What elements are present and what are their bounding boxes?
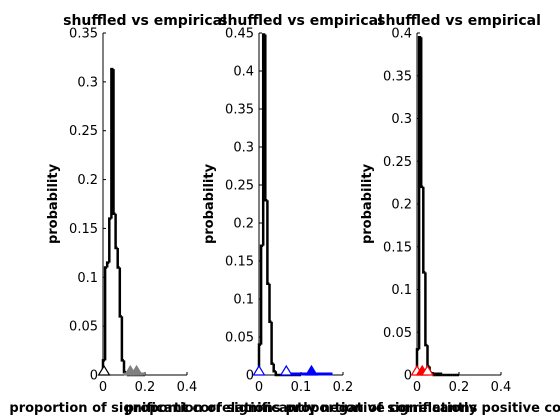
y-tick-label: 0.2: [233, 217, 254, 232]
y-tick-label: 0.05: [383, 326, 412, 341]
y-tick-label: 0.1: [391, 283, 412, 298]
histogram-bin: [103, 266, 108, 361]
y-tick-label: 0.35: [69, 27, 98, 42]
y-tick-label: 0.25: [69, 124, 98, 139]
y-tick-label: 0.25: [225, 179, 254, 194]
y-axis-label: probability: [46, 163, 61, 244]
x-axis-label: proportion of significant correlations: [9, 401, 280, 416]
histogram-bin: [268, 283, 272, 324]
x-axis-label: proportion of significantly negative cor…: [125, 401, 478, 416]
x-tick-label: 0.2: [333, 380, 354, 395]
histogram-bin: [105, 261, 110, 268]
chart-title: shuffled vs empirical: [63, 13, 227, 29]
triangle-marker: [252, 364, 266, 376]
histogram-bin: [122, 360, 127, 374]
y-tick-label: 0.15: [225, 255, 254, 270]
x-tick-label: 0.2: [449, 380, 470, 395]
y-tick-label: 0.2: [77, 173, 98, 188]
histogram-bin: [108, 217, 112, 263]
y-tick-label: 0.15: [69, 222, 98, 237]
chart-title: shuffled vs empirical: [219, 13, 383, 29]
x-axis-label: proportion of significantly positive cor…: [285, 401, 560, 416]
histogram-bin: [120, 316, 124, 362]
y-tick-label: 0.1: [233, 293, 254, 308]
y-tick-label: 0.25: [383, 155, 412, 170]
x-tick-label: 0: [255, 380, 263, 395]
y-tick-label: 0.05: [225, 331, 254, 346]
y-tick-label: 0.4: [391, 27, 412, 42]
y-tick-label: 0.3: [233, 141, 254, 156]
histogram-bin: [259, 244, 264, 345]
histogram-bin: [419, 37, 424, 189]
histogram-bin: [264, 34, 268, 202]
triangle-marker: [279, 364, 293, 376]
y-tick-label: 0: [404, 369, 412, 384]
histogram-bin: [272, 363, 276, 373]
y-tick-label: 0.45: [225, 27, 254, 42]
x-tick-label: 0: [99, 380, 107, 395]
y-tick-label: 0.15: [383, 240, 412, 255]
triangle-marker: [130, 364, 144, 376]
y-tick-label: 0.4: [233, 65, 254, 80]
triangle-marker: [97, 364, 111, 376]
histogram-bin: [274, 371, 278, 377]
histogram-bin: [270, 321, 274, 365]
y-tick-label: 0: [90, 369, 98, 384]
chart-title: shuffled vs empirical: [377, 13, 541, 29]
triangle-marker: [304, 364, 319, 376]
histogram-bin: [118, 267, 122, 318]
y-tick-label: 0.3: [77, 75, 98, 90]
x-tick-label: 0.4: [177, 380, 198, 395]
y-tick-label: 0.3: [391, 112, 412, 127]
x-tick-label: 0.1: [291, 380, 312, 395]
chart-panel-2: 0 0.05 0.1 0.15 0.2 0.25 0.3 0.35 0.4 0.45 0 0.1 0.2…: [125, 13, 478, 416]
y-tick-label: 0.35: [225, 103, 254, 118]
chart-panel-3: 00.050.10.150.20.250.30.350.40 0.2 0.4shuf…: [285, 13, 560, 416]
x-tick-label: 0.2: [135, 380, 156, 395]
y-axis-label: probability: [360, 163, 375, 244]
histogram-bin: [424, 272, 428, 347]
y-tick-label: 0.1: [77, 271, 98, 286]
histogram-bin: [114, 213, 118, 250]
y-tick-label: 0.35: [383, 69, 412, 84]
histogram-bin: [112, 69, 116, 216]
histogram-bin: [422, 186, 426, 274]
triangle-marker: [420, 364, 435, 376]
histogram-bin: [266, 200, 270, 286]
x-tick-label: 0.4: [491, 380, 512, 395]
y-tick-label: 0: [246, 369, 254, 384]
histogram-bin: [426, 345, 430, 368]
y-tick-label: 0.05: [69, 320, 98, 335]
x-tick-label: 0: [413, 380, 421, 395]
y-axis-label: probability: [202, 163, 217, 244]
chart-panel-1: 0 0.05 0.1 0.15 0.2 0.25 0.3 0.35 0 0.2 0.4 shuffle…: [9, 13, 280, 416]
y-tick-label: 0.2: [391, 198, 412, 213]
histogram-bin: [116, 247, 120, 269]
